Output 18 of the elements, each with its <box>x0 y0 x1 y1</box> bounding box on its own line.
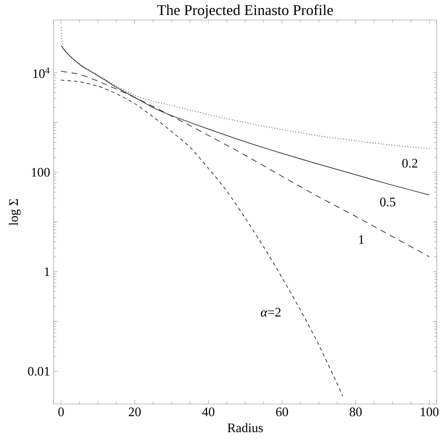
x-tick-label: 100 <box>420 408 439 416</box>
x-tick-label: 60 <box>276 408 288 416</box>
x-tick-label: 0 <box>58 408 64 416</box>
y-tick-label: 0.01 <box>28 366 50 376</box>
line-series <box>60 80 344 396</box>
series-label: 1 <box>359 235 364 244</box>
chart-title: The Projected Einasto Profile <box>157 4 333 18</box>
x-tick-label: 40 <box>202 408 214 416</box>
x-tick-label: 80 <box>350 408 362 416</box>
series-label: 0.2 <box>402 158 418 168</box>
y-tick-label: 100 <box>32 168 50 177</box>
x-axis-title: Radius <box>228 423 263 432</box>
series-label: α=2 <box>260 308 281 317</box>
y-tick-label: 10$^{4}$ <box>33 68 50 78</box>
y-tick-label: 1 <box>44 268 50 276</box>
y-axis-title: log Σ <box>8 198 21 226</box>
x-tick-label: 20 <box>128 408 141 416</box>
series-label: 0.5 <box>380 198 396 206</box>
